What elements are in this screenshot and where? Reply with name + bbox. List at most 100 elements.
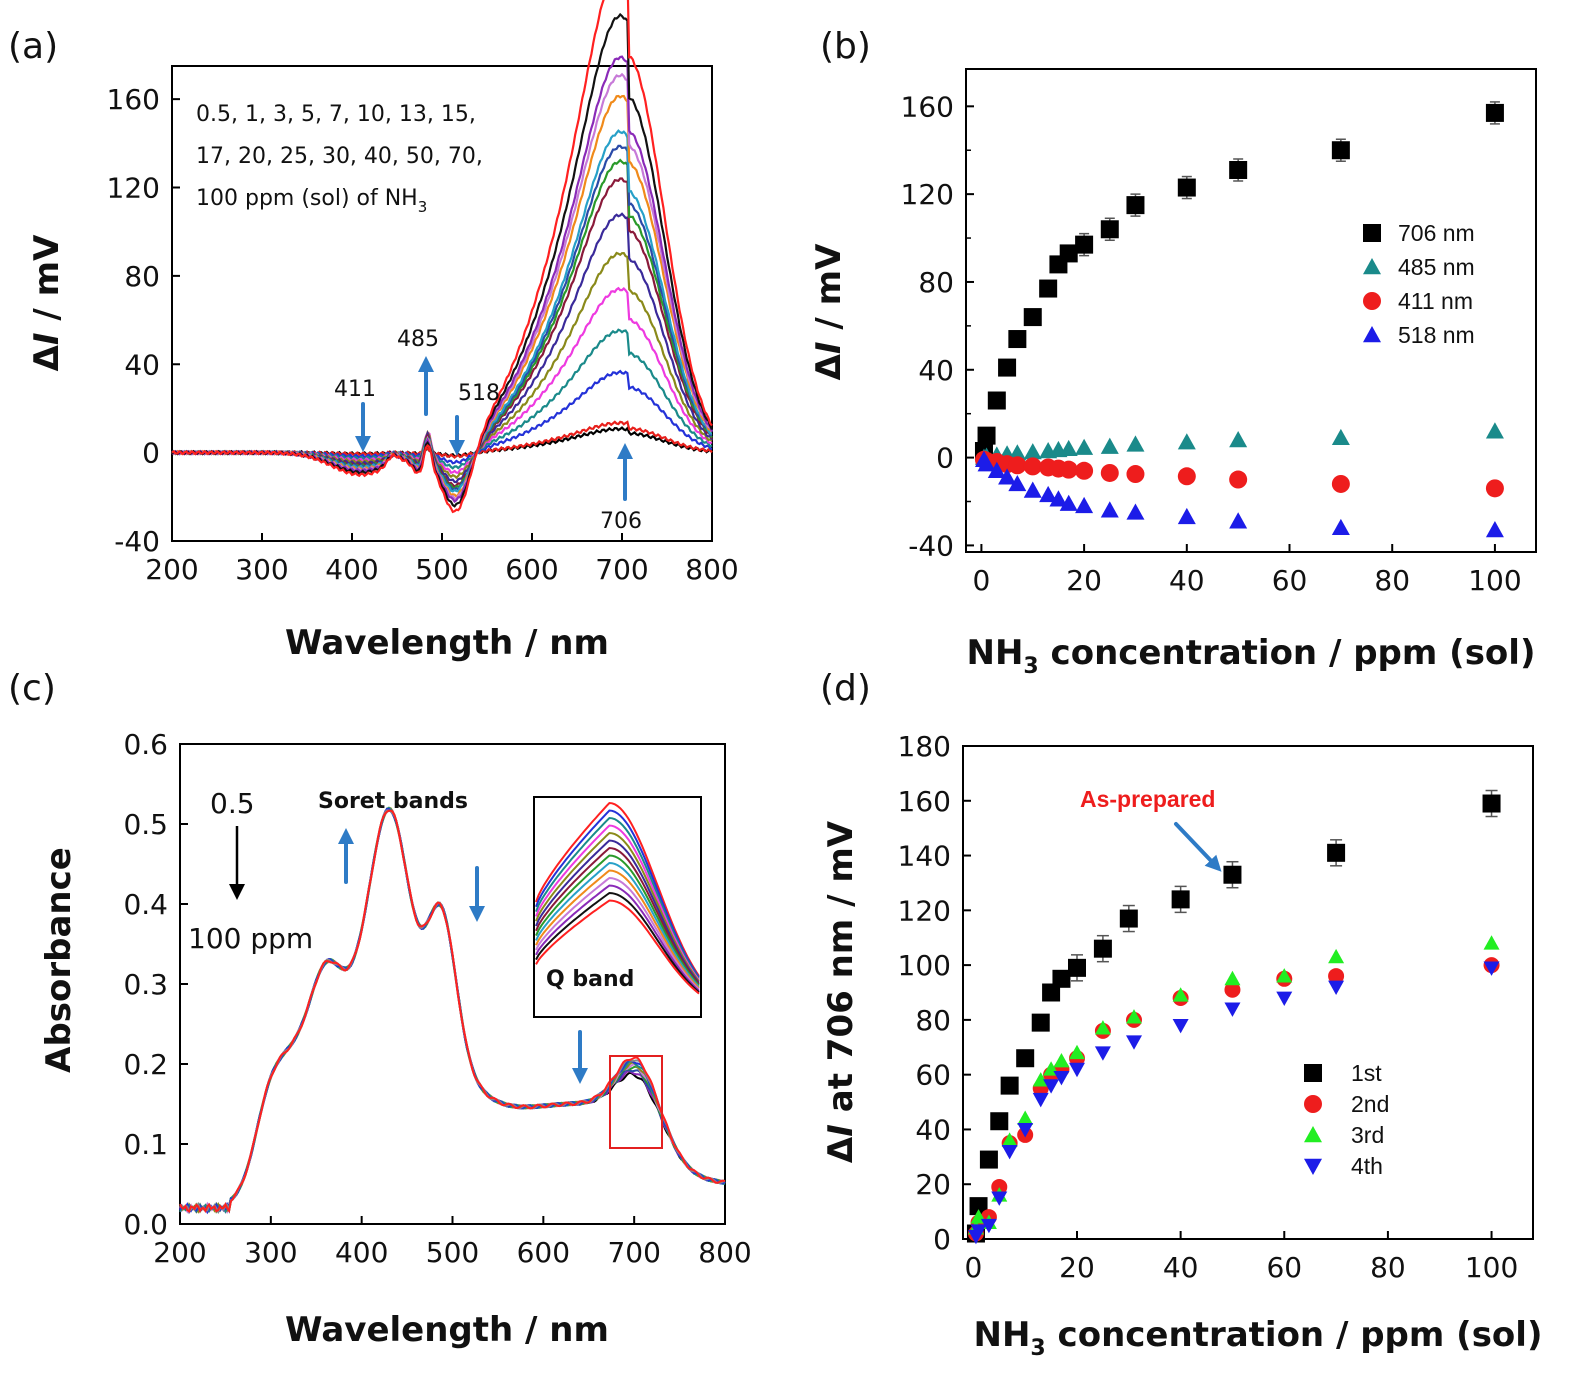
- legend-label: 518 nm: [1398, 322, 1475, 348]
- y-tick-label: 120: [898, 894, 951, 927]
- legend-label: 2nd: [1351, 1091, 1389, 1117]
- point-485-nm: [1075, 438, 1094, 455]
- y-tick-label: 140: [898, 840, 951, 873]
- point-485-nm: [1059, 439, 1078, 457]
- x-tick-label: 500: [415, 553, 468, 586]
- point-411-nm: [1126, 465, 1145, 484]
- point-411-nm: [1100, 463, 1119, 482]
- inset-q-band-line: [535, 839, 700, 984]
- x-tick-label: 60: [1272, 564, 1308, 597]
- panel-c: (c) 200 300 400 500 600 700 800 0.0 0.1 0.2 0.3 0.4…: [8, 668, 752, 1350]
- point-2nd: [1224, 981, 1241, 998]
- point-1st: [990, 1112, 1009, 1131]
- panel-d-xlabel: NH3 concentration / ppm (sol): [973, 1315, 1542, 1361]
- point-706-nm: [977, 426, 996, 445]
- x-tick-label: 40: [1163, 1251, 1199, 1284]
- legend-label: 411 nm: [1398, 288, 1473, 314]
- spectrum-line-7-ppm: [171, 286, 713, 474]
- point-4th: [1224, 1002, 1241, 1017]
- y-tick-label: -40: [908, 529, 954, 562]
- legend-marker-485-nm: [1363, 258, 1381, 275]
- q-band-highlight-box: [609, 1055, 663, 1149]
- inset-q-band-line: [535, 854, 700, 987]
- panel-b-points: [974, 101, 1504, 538]
- y-tick-label: 160: [901, 90, 954, 123]
- x-tick-label: 400: [325, 553, 378, 586]
- point-485-nm: [1331, 428, 1350, 446]
- panel-c-xlabel: Wavelength / nm: [285, 1310, 609, 1350]
- y-tick-label: 80: [915, 1004, 951, 1037]
- panel-c-ylabel: Absorbance: [39, 847, 79, 1073]
- y-tick-label: 120: [107, 172, 160, 205]
- x-tick-label: 40: [1169, 564, 1205, 597]
- legend-marker-2nd: [1304, 1095, 1322, 1113]
- inset-q-band-line: [535, 816, 700, 980]
- q-band-inset-series: [535, 801, 700, 995]
- y-tick-label: 20: [915, 1168, 951, 1201]
- x-tick-label: 20: [1059, 1251, 1095, 1284]
- x-tick-label: 80: [1370, 1251, 1406, 1284]
- legend-label: 1st: [1351, 1060, 1382, 1086]
- x-tick-label: 600: [505, 553, 558, 586]
- x-tick-label: 300: [235, 553, 288, 586]
- y-tick-label: 0: [933, 1223, 951, 1256]
- panel-a-annotation-line2: 17, 20, 25, 30, 40, 50, 70,: [196, 144, 483, 169]
- point-4th: [1001, 1144, 1018, 1160]
- inset-q-band-line: [535, 899, 700, 995]
- panel-b-legend: 706 nm 485 nm 411 nm 518 nm: [1363, 220, 1475, 348]
- y-tick-label: 80: [918, 266, 954, 299]
- y-tick-label: 160: [898, 785, 951, 818]
- legend-label: 3rd: [1351, 1122, 1384, 1148]
- point-706-nm: [1008, 330, 1027, 349]
- y-tick-label: 0.2: [123, 1048, 168, 1081]
- x-tick-label: 60: [1266, 1251, 1302, 1284]
- inset-q-band-line: [535, 861, 700, 988]
- point-485-nm: [1177, 433, 1196, 450]
- inset-q-band-line: [535, 884, 700, 992]
- label-518: 518: [458, 381, 500, 406]
- q-band-inset-frame: [533, 796, 702, 1018]
- point-485-nm: [1100, 437, 1119, 454]
- point-518-nm: [1059, 494, 1078, 511]
- y-tick-label: 180: [898, 730, 951, 763]
- spectrum-line-5-ppm: [171, 328, 713, 470]
- point-1st: [1031, 1013, 1050, 1032]
- point-3rd: [1483, 935, 1500, 950]
- panel-a-series: [171, 0, 714, 514]
- point-1st: [979, 1150, 998, 1169]
- y-tick-label: 80: [124, 260, 160, 293]
- panel-d-label: (d): [820, 668, 871, 709]
- panel-c-ticks: 200 300 400 500 600 700 800 0.0 0.1 0.2 0.3 0.4 0.5 0…: [123, 728, 751, 1269]
- panel-a-ylabel: ΔI / mV: [27, 234, 67, 372]
- point-3rd: [1094, 1020, 1111, 1035]
- point-411-nm: [1229, 470, 1248, 489]
- point-485-nm: [1008, 444, 1027, 461]
- panel-a-annotation-line3: 100 ppm (sol) of NH3: [196, 186, 427, 216]
- point-518-nm: [977, 455, 996, 472]
- point-518-nm: [1126, 503, 1145, 520]
- x-tick-label: 700: [607, 1236, 660, 1269]
- point-518-nm: [1331, 518, 1350, 536]
- point-4th: [1094, 1046, 1111, 1061]
- point-706-nm: [1059, 244, 1078, 263]
- point-1st: [1119, 909, 1138, 928]
- inset-q-band-line: [535, 824, 700, 981]
- point-1st: [1068, 958, 1086, 977]
- inset-q-band-line: [535, 891, 700, 993]
- y-tick-label: 0.4: [123, 888, 168, 921]
- panel-d-legend: 1st 2nd 3rd 4th: [1304, 1060, 1389, 1179]
- panel-d: (d) 0 20 40 60 80 100 0 20 40 60 80 100 120 140 160 180…: [820, 668, 1543, 1361]
- point-518-nm: [1008, 474, 1027, 492]
- inset-q-band-line: [535, 801, 700, 977]
- y-tick-label: -40: [114, 525, 160, 558]
- point-706-nm: [1331, 141, 1350, 160]
- point-518-nm: [1177, 507, 1196, 525]
- absorbance-line: [179, 809, 726, 1214]
- point-518-nm: [1229, 512, 1248, 529]
- point-706-nm: [1229, 160, 1248, 179]
- x-tick-label: 700: [595, 553, 648, 586]
- point-4th: [1172, 1018, 1189, 1034]
- point-411-nm: [1023, 457, 1042, 476]
- spectrum-line-100-ppm: [171, 0, 713, 514]
- point-1st: [1223, 865, 1242, 884]
